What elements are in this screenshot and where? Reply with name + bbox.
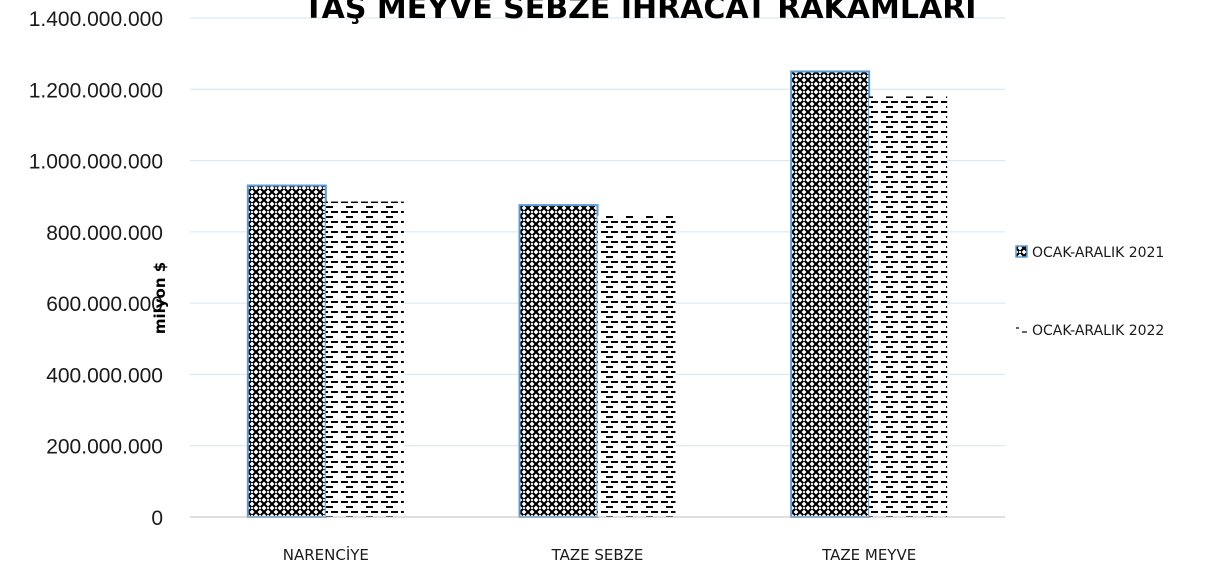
y-tick-label: 200.000.000 xyxy=(46,436,163,459)
x-category-label: TAZE SEBZE xyxy=(551,546,644,564)
bar-2021-2 xyxy=(790,70,871,518)
bar-2022-2 xyxy=(869,96,948,518)
y-tick-label: 1.000.000.000 xyxy=(29,151,163,174)
chart-title: TAŞ MEYVE SEBZE İHRACAT RAKAMLARI xyxy=(304,0,977,26)
y-tick-label: 1.400.000.000 xyxy=(29,8,163,31)
y-tick-label: 1.200.000.000 xyxy=(29,79,163,102)
bar-2021-0 xyxy=(246,184,327,518)
y-axis-label: milyon $ xyxy=(151,262,169,334)
x-category-label: NARENCİYE xyxy=(283,545,369,564)
bar-2021-1 xyxy=(518,204,599,518)
y-tick-label: 800.000.000 xyxy=(46,222,163,245)
y-axis-ticks: 0 200.000.000 400.000.000 600.000.000 800.00… xyxy=(29,8,163,530)
legend-label: OCAK-ARALIK 2021 xyxy=(1032,245,1164,261)
x-category-label: TAZE MEYVE xyxy=(821,546,916,564)
legend-swatch-2022 xyxy=(1016,327,1027,333)
legend-label: OCAK-ARALIK 2022 xyxy=(1032,323,1164,339)
legend: OCAK-ARALIK 2021 OCAK-ARALIK 2022 xyxy=(1015,245,1164,339)
bars xyxy=(246,70,948,518)
legend-swatch-2021 xyxy=(1015,245,1028,258)
y-tick-label: 0 xyxy=(151,507,163,530)
bar-2022-1 xyxy=(597,215,676,517)
y-tick-label: 400.000.000 xyxy=(46,364,163,387)
bar-2022-0 xyxy=(325,201,404,517)
y-tick-label: 600.000.000 xyxy=(46,293,163,316)
x-axis-categories: NARENCİYE TAZE SEBZE TAZE MEYVE xyxy=(283,545,916,564)
